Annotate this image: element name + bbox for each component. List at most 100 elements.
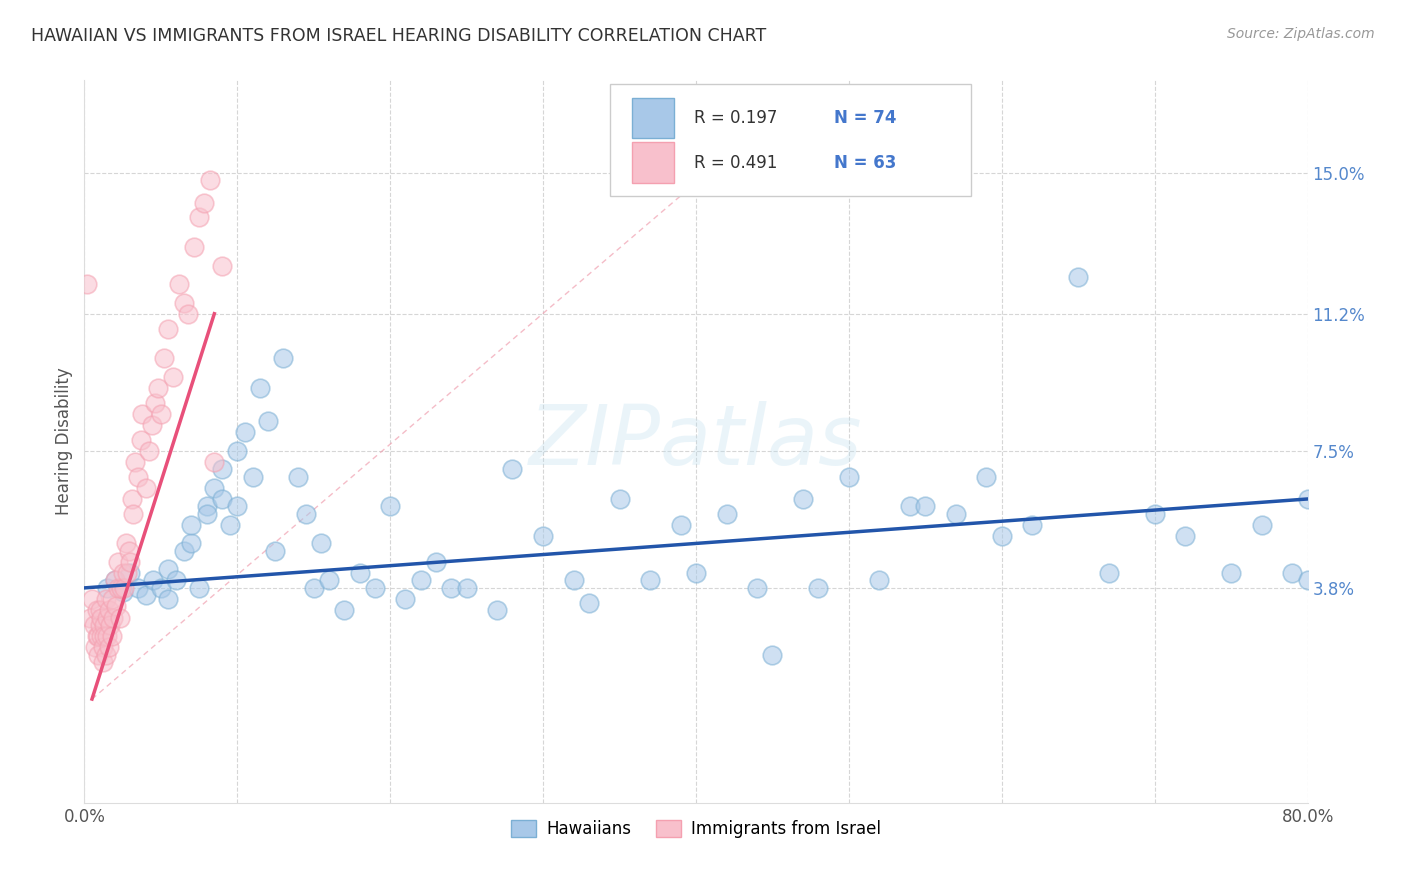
Point [226, 500, 249, 514]
Point [104, 574, 127, 588]
Point [211, 462, 233, 476]
Point [991, 529, 1014, 543]
Point [135, 588, 157, 602]
Point [96, 581, 118, 595]
Point [747, 581, 769, 595]
Point [84, 640, 107, 655]
FancyBboxPatch shape [633, 97, 673, 138]
Point [792, 491, 814, 506]
Point [914, 500, 936, 514]
Point [149, 581, 172, 595]
Point [167, 277, 190, 291]
Point [135, 481, 157, 495]
Point [180, 517, 202, 532]
Point [249, 381, 271, 395]
Point [162, 369, 184, 384]
Point [127, 581, 149, 595]
Point [869, 574, 891, 588]
Text: R = 0.197: R = 0.197 [693, 109, 778, 127]
Point [898, 500, 921, 514]
Point [669, 517, 692, 532]
Point [1296, 574, 1319, 588]
Point [318, 574, 340, 588]
Point [333, 603, 356, 617]
Point [685, 566, 707, 580]
Point [146, 381, 169, 395]
Point [83, 618, 105, 632]
Point [93, 618, 115, 632]
Point [105, 599, 128, 614]
Point [531, 529, 554, 543]
Text: N = 63: N = 63 [834, 153, 897, 171]
Point [104, 574, 127, 588]
Point [129, 433, 152, 447]
Point [1296, 491, 1319, 506]
Point [79, 610, 101, 624]
Point [945, 507, 967, 521]
Point [302, 581, 325, 595]
Point [157, 321, 180, 335]
Point [183, 240, 205, 254]
Point [89, 618, 111, 632]
Point [976, 469, 998, 483]
Point [165, 574, 187, 588]
Point [111, 566, 134, 580]
Point [211, 491, 233, 506]
Point [177, 307, 200, 321]
Point [103, 610, 125, 624]
Point [502, 462, 524, 476]
Point [131, 407, 153, 421]
Point [188, 211, 211, 225]
Point [91, 640, 114, 655]
Point [118, 544, 141, 558]
Point [127, 469, 149, 483]
Point [311, 536, 333, 550]
Point [96, 629, 118, 643]
Point [193, 195, 215, 210]
Point [86, 629, 108, 643]
Point [107, 555, 129, 569]
Point [1281, 566, 1303, 580]
Point [202, 455, 225, 469]
Point [91, 655, 114, 669]
Point [440, 581, 463, 595]
Point [111, 584, 134, 599]
Point [121, 491, 143, 506]
Point [364, 581, 387, 595]
Point [98, 618, 121, 632]
Point [93, 629, 115, 643]
Point [218, 517, 240, 532]
Point [609, 491, 631, 506]
Point [138, 443, 160, 458]
Point [149, 407, 172, 421]
Point [90, 629, 112, 643]
Point [124, 455, 146, 469]
FancyBboxPatch shape [610, 84, 972, 196]
Text: HAWAIIAN VS IMMIGRANTS FROM ISRAEL HEARING DISABILITY CORRELATION CHART: HAWAIIAN VS IMMIGRANTS FROM ISRAEL HEARI… [31, 27, 766, 45]
Point [107, 581, 129, 595]
FancyBboxPatch shape [633, 143, 673, 183]
Point [101, 592, 124, 607]
Point [87, 648, 110, 662]
Point [1174, 529, 1197, 543]
Point [264, 544, 287, 558]
Point [157, 562, 180, 576]
Point [198, 173, 221, 187]
Point [89, 603, 111, 617]
Point [638, 574, 661, 588]
Point [122, 507, 145, 521]
Point [1220, 566, 1243, 580]
Point [578, 596, 600, 610]
Point [94, 592, 117, 607]
Point [425, 555, 447, 569]
Point [287, 469, 309, 483]
Point [141, 417, 163, 432]
Point [1098, 566, 1121, 580]
Point [1021, 517, 1043, 532]
Point [226, 443, 249, 458]
Point [120, 566, 142, 580]
Point [96, 610, 118, 624]
Point [143, 395, 166, 409]
Point [101, 629, 124, 643]
Point [456, 581, 478, 595]
